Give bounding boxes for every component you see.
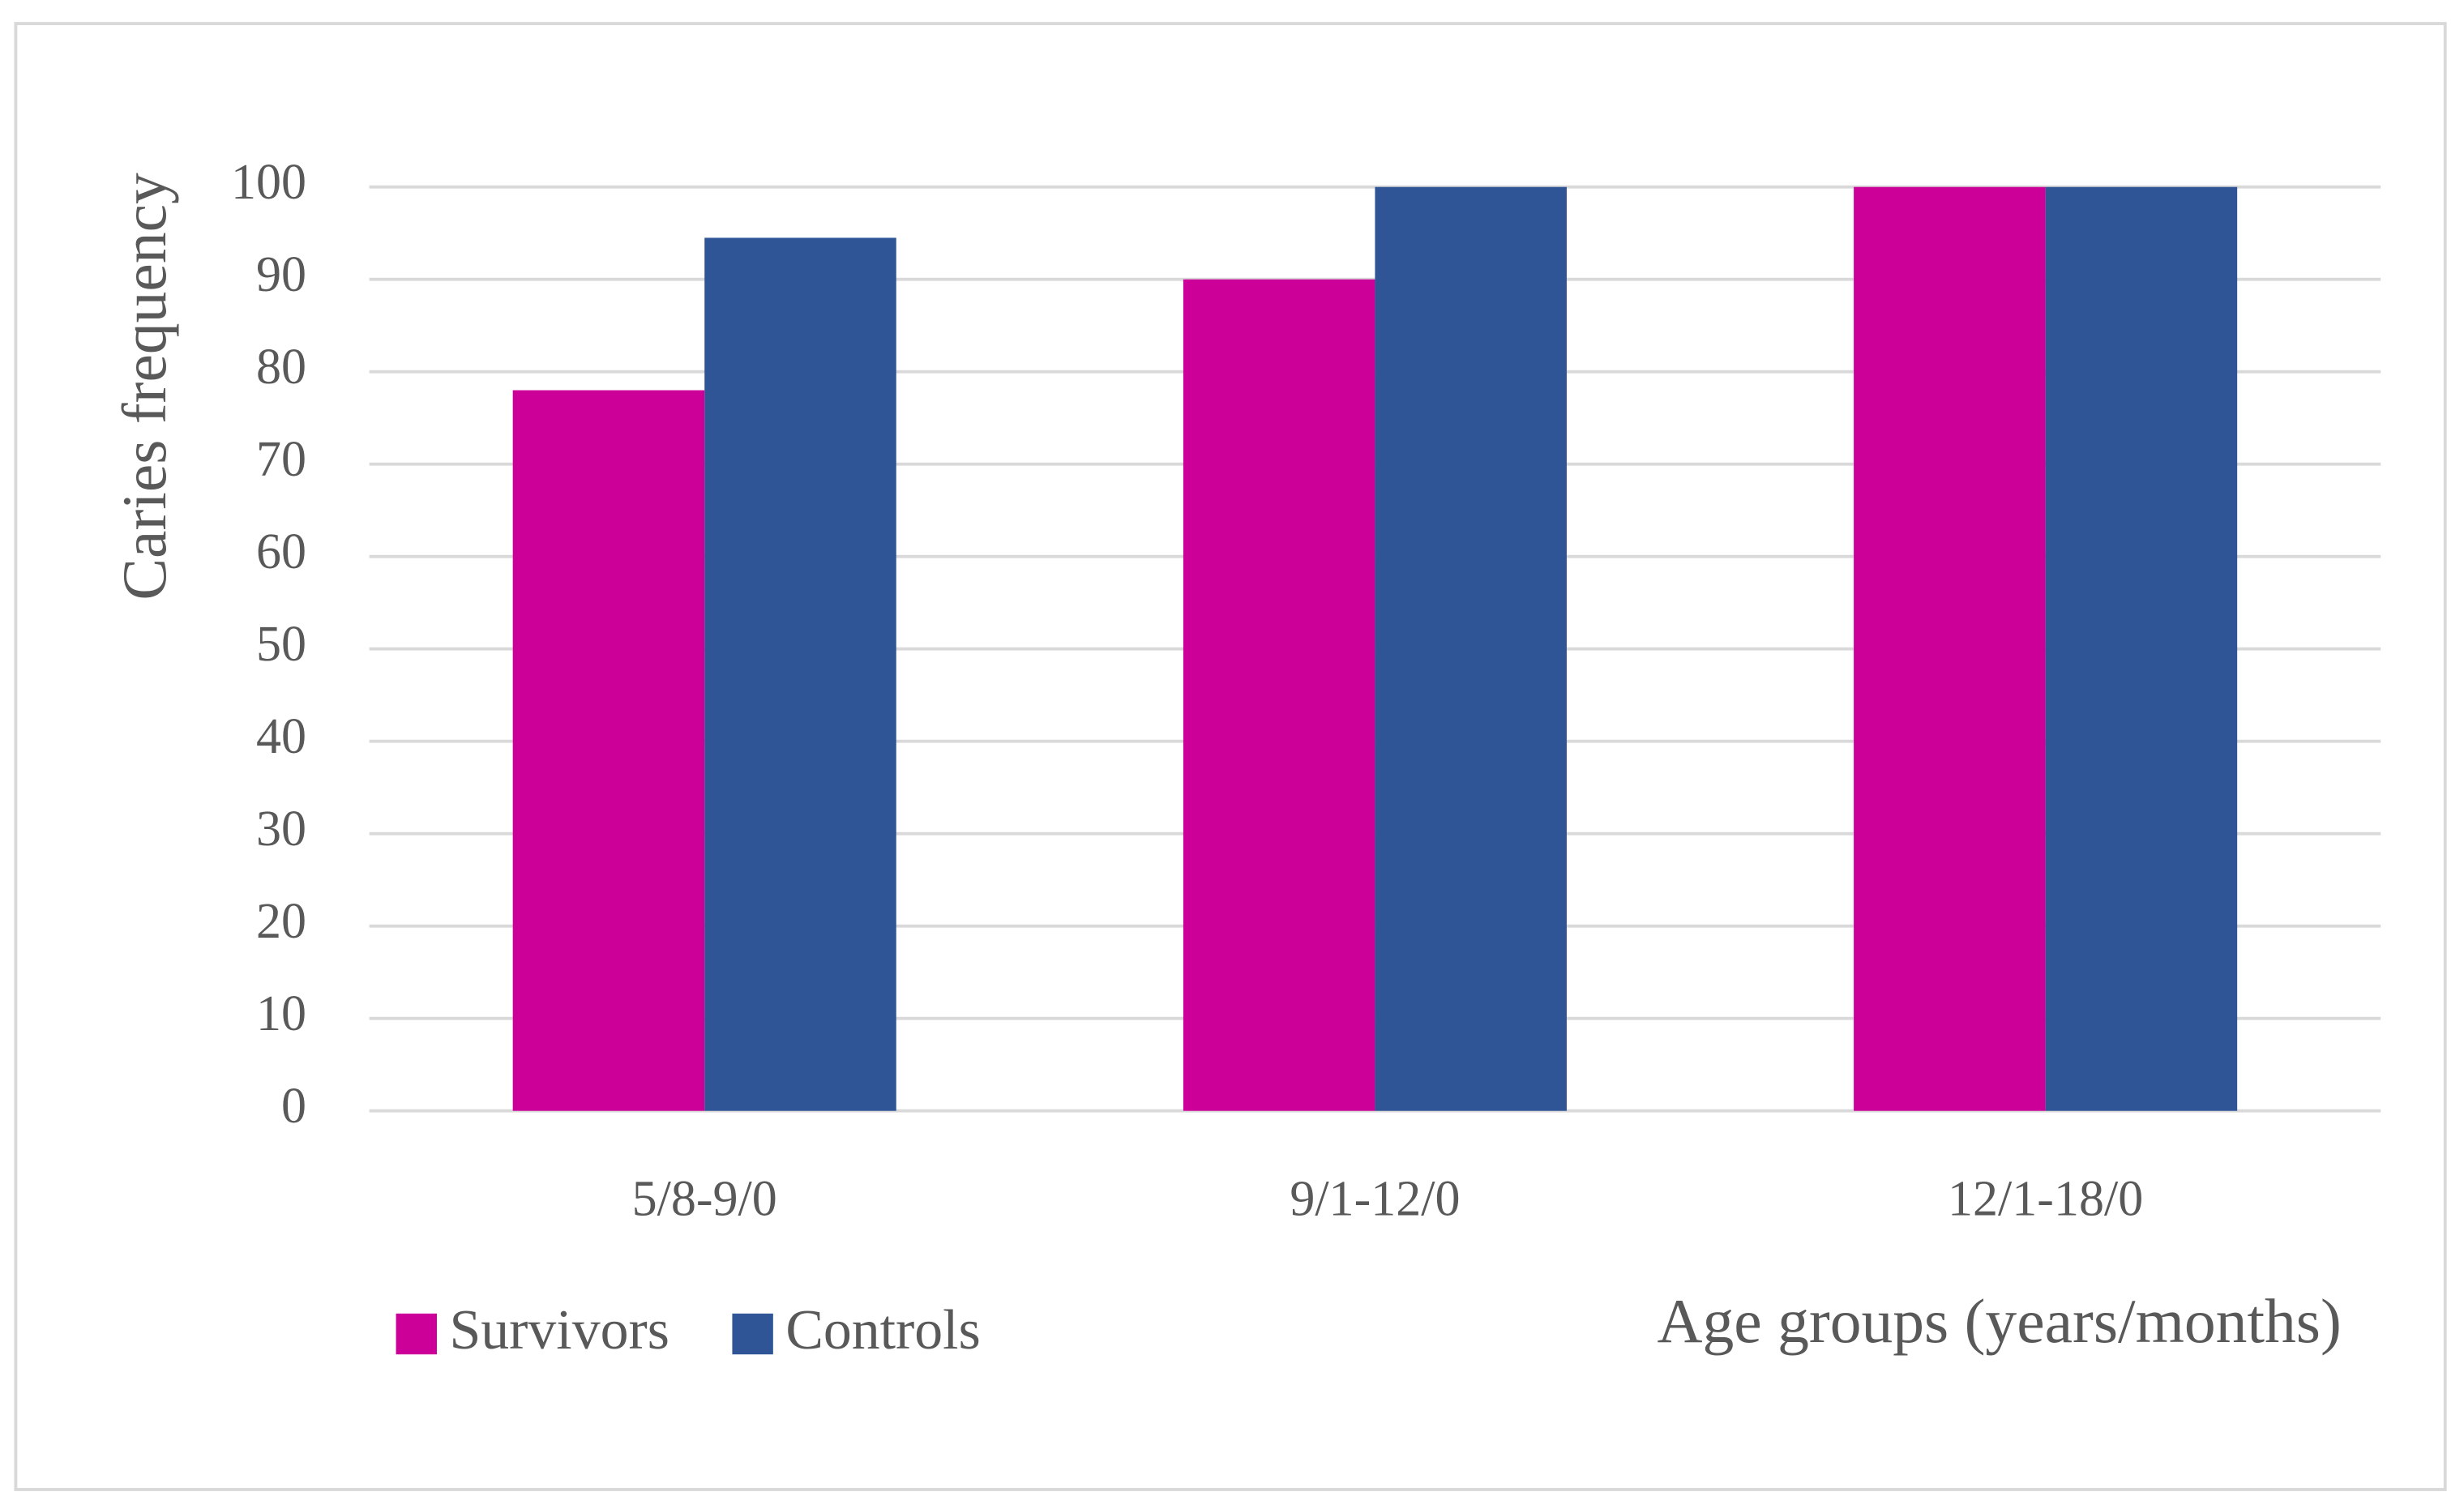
x-tick-label: 5/8-9/0 [632,1171,777,1226]
x-tick-label: 12/1-18/0 [1948,1171,2143,1226]
x-axis-title: Age groups (years/months) [1658,1286,2342,1356]
bar [2045,186,2238,1111]
legend-swatch [396,1313,437,1355]
y-tick-label: 10 [256,986,306,1041]
y-tick-label: 50 [256,617,306,672]
y-tick-label: 20 [256,894,306,949]
y-tick-label: 100 [231,155,306,210]
legend-swatch [732,1313,773,1355]
legend-label: Survivors [449,1299,669,1362]
y-tick-label: 80 [256,340,306,395]
y-tick-label: 40 [256,709,306,764]
bar [1375,186,1567,1111]
y-tick-label: 90 [256,247,306,302]
y-tick-label: 0 [281,1079,306,1134]
legend-label: Controls [785,1299,980,1362]
y-tick-label: 30 [256,802,306,857]
bar [512,390,705,1111]
x-tick-label: 9/1-12/0 [1290,1171,1460,1226]
y-axis-title: Caries frequency [109,173,179,601]
bar [1183,279,1375,1111]
bar [704,237,896,1111]
y-tick-label: 60 [256,524,306,579]
bar [1854,186,2046,1111]
y-tick-label: 70 [256,432,306,487]
